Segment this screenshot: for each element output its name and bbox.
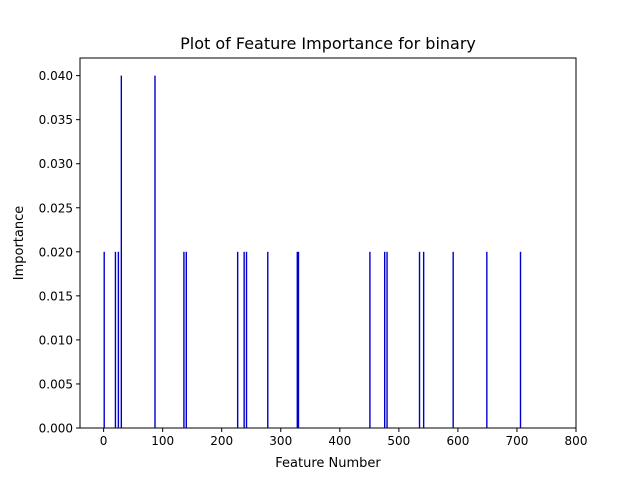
x-axis-label: Feature Number xyxy=(275,456,381,471)
bar-3 xyxy=(120,75,123,429)
bar-10 xyxy=(267,251,269,428)
x-tick-label: 400 xyxy=(328,434,351,448)
y-tick-label: 0.010 xyxy=(39,333,73,347)
y-tick-label: 0.040 xyxy=(39,69,73,83)
plot-area xyxy=(79,57,577,429)
x-tick-label: 200 xyxy=(210,434,233,448)
bar-4 xyxy=(154,75,156,429)
x-tick-label: 0 xyxy=(100,434,108,448)
bar-7 xyxy=(236,251,239,428)
y-tick-label: 0.015 xyxy=(39,289,73,303)
y-tick-label: 0.025 xyxy=(39,201,73,215)
bar-6 xyxy=(185,251,187,428)
bar-2 xyxy=(117,251,120,428)
bar-18 xyxy=(452,251,454,428)
y-tick-label: 0.030 xyxy=(39,157,73,171)
y-tick-label: 0.020 xyxy=(39,245,73,259)
y-tick-label: 0.005 xyxy=(39,377,73,391)
x-tick-label: 800 xyxy=(565,434,588,448)
y-tick-label: 0.000 xyxy=(39,422,73,436)
y-tick-label: 0.035 xyxy=(39,113,73,127)
bar-19 xyxy=(486,251,488,428)
x-tick-label: 300 xyxy=(269,434,292,448)
bar-1 xyxy=(114,251,117,428)
chart-title: Plot of Feature Importance for binary xyxy=(180,34,476,53)
bar-16 xyxy=(418,251,421,428)
bar-12 xyxy=(297,251,300,428)
bar-17 xyxy=(422,251,425,428)
x-tick-label: 600 xyxy=(446,434,469,448)
bar-9 xyxy=(245,251,248,428)
bar-5 xyxy=(183,251,185,428)
bar-14 xyxy=(383,251,386,428)
y-axis-label: Importance xyxy=(12,206,27,281)
bar-20 xyxy=(519,251,522,428)
x-axis-ticks: 0 100 200 300 400 500 600 700 800 xyxy=(100,428,588,448)
bars-group xyxy=(103,75,522,429)
bar-8 xyxy=(243,251,245,428)
y-axis-ticks: 0.000 0.005 0.010 0.015 0.020 0.025 0.030 0.035… xyxy=(39,69,80,436)
x-tick-label: 700 xyxy=(505,434,528,448)
x-tick-label: 500 xyxy=(387,434,410,448)
bar-13 xyxy=(369,251,371,428)
bar-15 xyxy=(386,251,388,428)
bar-0 xyxy=(103,251,105,428)
x-tick-label: 100 xyxy=(151,434,174,448)
bar-11 xyxy=(296,251,298,428)
